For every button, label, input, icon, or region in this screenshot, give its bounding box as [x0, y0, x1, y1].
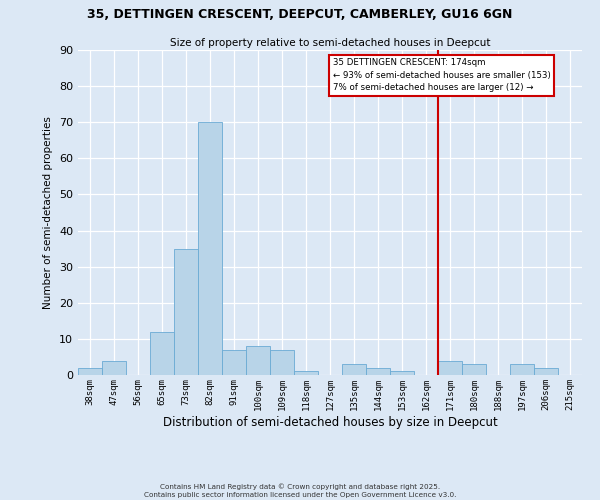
- Bar: [151, 332, 173, 375]
- Bar: [511, 364, 533, 375]
- Bar: [343, 364, 365, 375]
- Bar: [439, 360, 461, 375]
- Bar: [535, 368, 557, 375]
- Bar: [103, 360, 125, 375]
- Bar: [79, 368, 101, 375]
- Title: Size of property relative to semi-detached houses in Deepcut: Size of property relative to semi-detach…: [170, 38, 490, 48]
- Text: Contains HM Land Registry data © Crown copyright and database right 2025.
Contai: Contains HM Land Registry data © Crown c…: [144, 483, 456, 498]
- Y-axis label: Number of semi-detached properties: Number of semi-detached properties: [43, 116, 53, 309]
- Bar: [271, 350, 293, 375]
- Bar: [295, 372, 317, 375]
- Bar: [223, 350, 245, 375]
- X-axis label: Distribution of semi-detached houses by size in Deepcut: Distribution of semi-detached houses by …: [163, 416, 497, 428]
- Bar: [391, 372, 413, 375]
- Bar: [463, 364, 485, 375]
- Bar: [199, 122, 221, 375]
- Bar: [247, 346, 269, 375]
- Bar: [175, 248, 197, 375]
- Text: 35, DETTINGEN CRESCENT, DEEPCUT, CAMBERLEY, GU16 6GN: 35, DETTINGEN CRESCENT, DEEPCUT, CAMBERL…: [88, 8, 512, 20]
- Bar: [367, 368, 389, 375]
- Text: 35 DETTINGEN CRESCENT: 174sqm
← 93% of semi-detached houses are smaller (153)
7%: 35 DETTINGEN CRESCENT: 174sqm ← 93% of s…: [332, 58, 550, 92]
